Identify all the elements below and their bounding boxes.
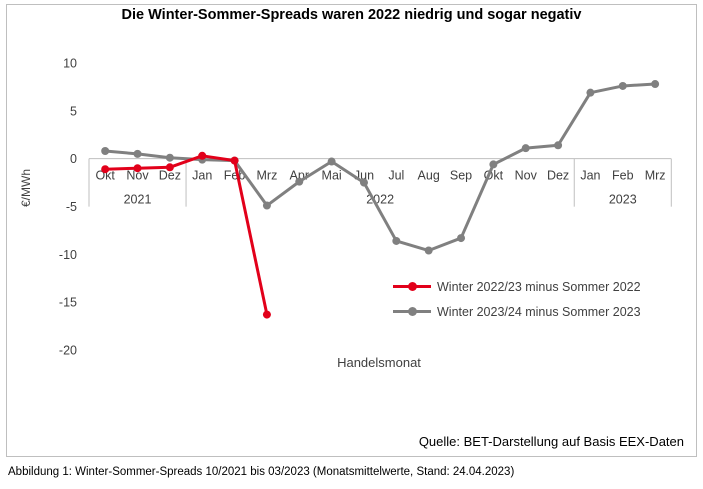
legend-entry-series-1: Winter 2022/23 minus Sommer 2022: [393, 280, 641, 294]
data-point-series-2: [651, 80, 660, 89]
data-point-series-2: [618, 81, 627, 90]
data-point-series-2: [554, 141, 563, 150]
y-tick-label: 0: [70, 152, 77, 166]
x-tick-label: Jan: [192, 169, 212, 183]
y-tick-label: -10: [59, 248, 77, 262]
x-tick-label: Sep: [450, 169, 472, 183]
data-point-series-1: [230, 156, 239, 165]
x-tick-label: Nov: [126, 169, 149, 183]
x-year-label: 2021: [124, 193, 152, 207]
series-line-1: [105, 154, 269, 315]
source-note: Quelle: BET-Darstellung auf Basis EEX-Da…: [418, 434, 684, 449]
x-tick-label: Jan: [580, 169, 600, 183]
y-tick-label: 10: [63, 57, 77, 71]
series-line-2: [105, 82, 656, 253]
x-axis-label: Handelsmonat: [337, 355, 421, 370]
legend-label-series-1: Winter 2022/23 minus Sommer 2022: [437, 280, 641, 294]
x-tick-label: Jul: [388, 169, 404, 183]
data-point-series-2: [101, 147, 110, 156]
data-point-series-2: [489, 160, 498, 169]
x-tick-label: Dez: [547, 169, 569, 183]
data-point-series-1: [133, 164, 142, 173]
data-point-series-2: [262, 201, 271, 210]
data-point-series-2: [521, 144, 530, 153]
x-tick-label: Aug: [418, 169, 440, 183]
chart-frame: [6, 4, 697, 457]
y-tick-label: -20: [59, 344, 77, 358]
legend-entry-series-2: Winter 2023/24 minus Sommer 2023: [393, 305, 641, 319]
data-point-series-1: [101, 165, 110, 174]
y-tick-label: -15: [59, 296, 77, 310]
y-axis-label: €/MWh: [19, 168, 33, 207]
legend-swatch-series-1: [393, 282, 431, 292]
x-tick-label: Mrz: [257, 169, 278, 183]
y-tick-label: -5: [66, 200, 77, 214]
data-point-series-2: [457, 234, 466, 243]
legend-swatch-series-2: [393, 307, 431, 317]
data-point-series-2: [586, 88, 595, 97]
data-point-series-1: [198, 151, 207, 160]
data-point-series-1: [165, 163, 174, 172]
data-point-series-2: [165, 153, 174, 162]
x-year-label: 2023: [609, 193, 637, 207]
chart-title: Die Winter-Sommer-Spreads waren 2022 nie…: [121, 7, 582, 23]
x-tick-label: Okt: [95, 169, 115, 183]
figure-caption: Abbildung 1: Winter-Sommer-Spreads 10/20…: [8, 466, 515, 478]
x-tick-label: Feb: [612, 169, 634, 183]
data-point-series-2: [133, 149, 142, 158]
x-tick-label: Dez: [159, 169, 181, 183]
data-point-series-2: [327, 157, 336, 166]
data-point-series-2: [295, 177, 304, 186]
data-point-series-2: [359, 178, 368, 187]
legend-label-series-2: Winter 2023/24 minus Sommer 2023: [437, 305, 641, 319]
x-tick-label: Mai: [322, 169, 342, 183]
x-tick-label: Mrz: [645, 169, 666, 183]
y-tick-label: 5: [70, 104, 77, 118]
data-point-series-2: [424, 246, 433, 255]
data-point-series-1: [262, 310, 271, 319]
x-tick-label: Nov: [515, 169, 538, 183]
data-point-series-2: [392, 236, 401, 245]
